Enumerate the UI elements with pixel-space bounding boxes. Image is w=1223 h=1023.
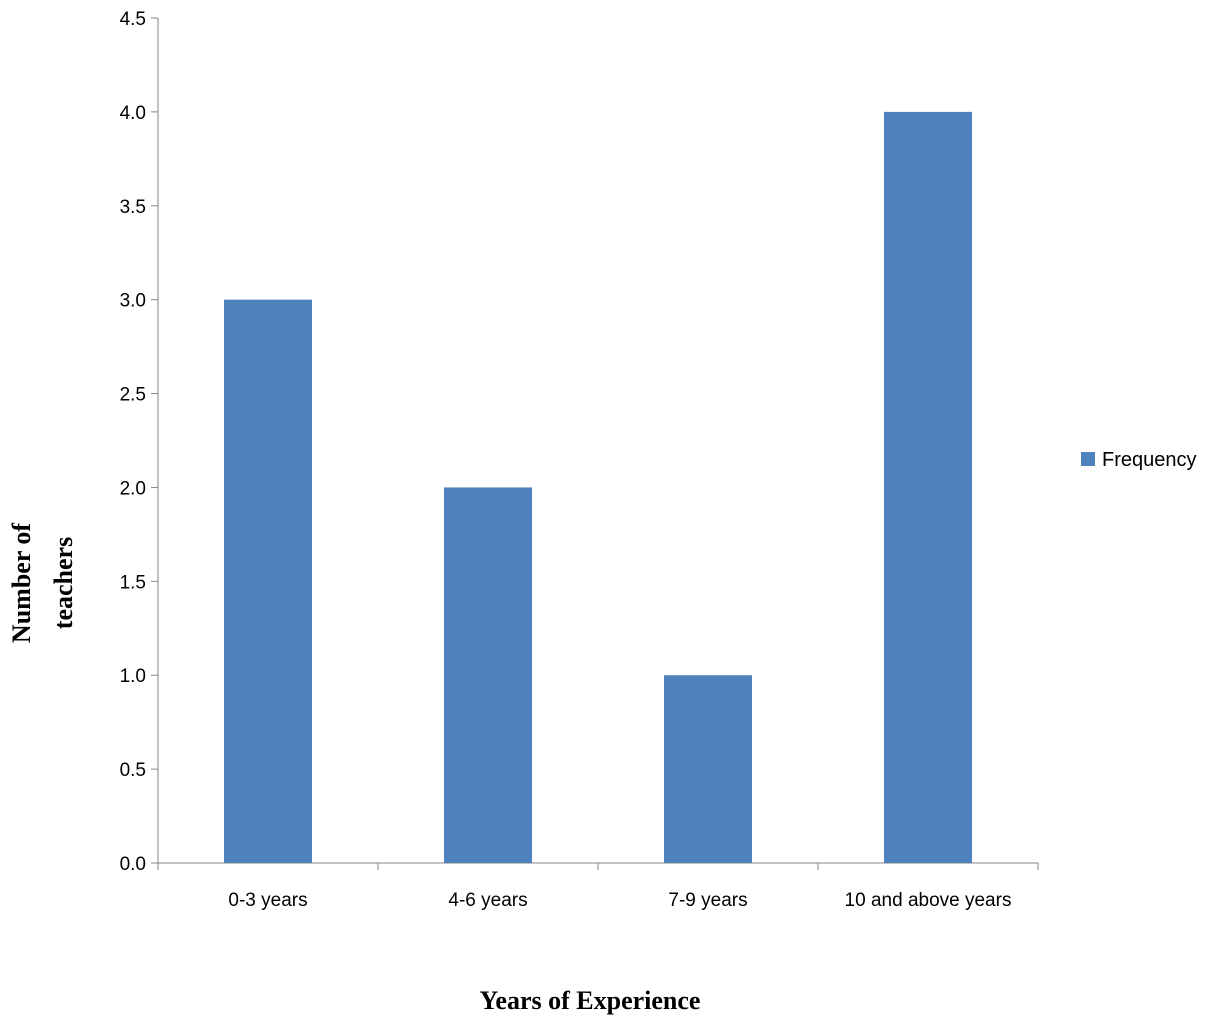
x-tick-label: 7-9 years [668,890,747,911]
y-axis-title: Number of teachers [7,523,78,643]
bar-7-9-years [664,675,752,863]
y-axis: 0.0 0.5 1.0 1.5 2.0 2.5 3.0 3.5 4.0 4.5 [120,9,158,875]
x-tick-label: 10 and above years [845,890,1012,911]
y-tick-label: 3.0 [120,291,146,312]
x-tick-label: 0-3 years [228,890,307,911]
y-axis-title-line-1: Number of [7,523,36,643]
legend-swatch-frequency [1081,452,1095,466]
x-axis: 0-3 years 4-6 years 7-9 years 10 and above … [158,863,1038,911]
x-tick-label: 4-6 years [448,890,527,911]
x-axis-title: Years of Experience [480,986,701,1015]
bar-4-6-years [444,487,532,863]
legend: Frequency [1081,449,1197,471]
bar-10-and-above-years [884,112,972,863]
y-tick-label: 2.0 [120,478,146,499]
y-tick-label: 3.5 [120,197,146,218]
bar-0-3-years [224,300,312,863]
y-tick-label: 0.0 [120,854,146,875]
y-tick-label: 1.0 [120,666,146,687]
y-axis-title-line-2: teachers [49,537,78,629]
legend-label-frequency: Frequency [1102,449,1197,471]
y-tick-label: 4.0 [120,103,146,124]
y-tick-label: 1.5 [120,572,146,593]
y-tick-label: 4.5 [120,9,146,30]
y-tick-label: 2.5 [120,385,146,406]
y-tick-label: 0.5 [120,760,146,781]
bar-series-frequency [224,112,972,863]
